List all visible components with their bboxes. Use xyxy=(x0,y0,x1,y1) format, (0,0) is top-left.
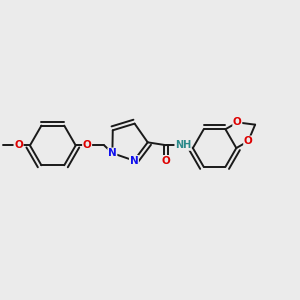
Text: N: N xyxy=(130,156,138,166)
Text: O: O xyxy=(83,140,92,150)
Text: O: O xyxy=(244,136,253,146)
Text: O: O xyxy=(14,140,23,150)
Text: NH: NH xyxy=(175,140,191,150)
Text: N: N xyxy=(108,148,117,158)
Text: O: O xyxy=(233,117,242,128)
Text: O: O xyxy=(162,156,170,166)
